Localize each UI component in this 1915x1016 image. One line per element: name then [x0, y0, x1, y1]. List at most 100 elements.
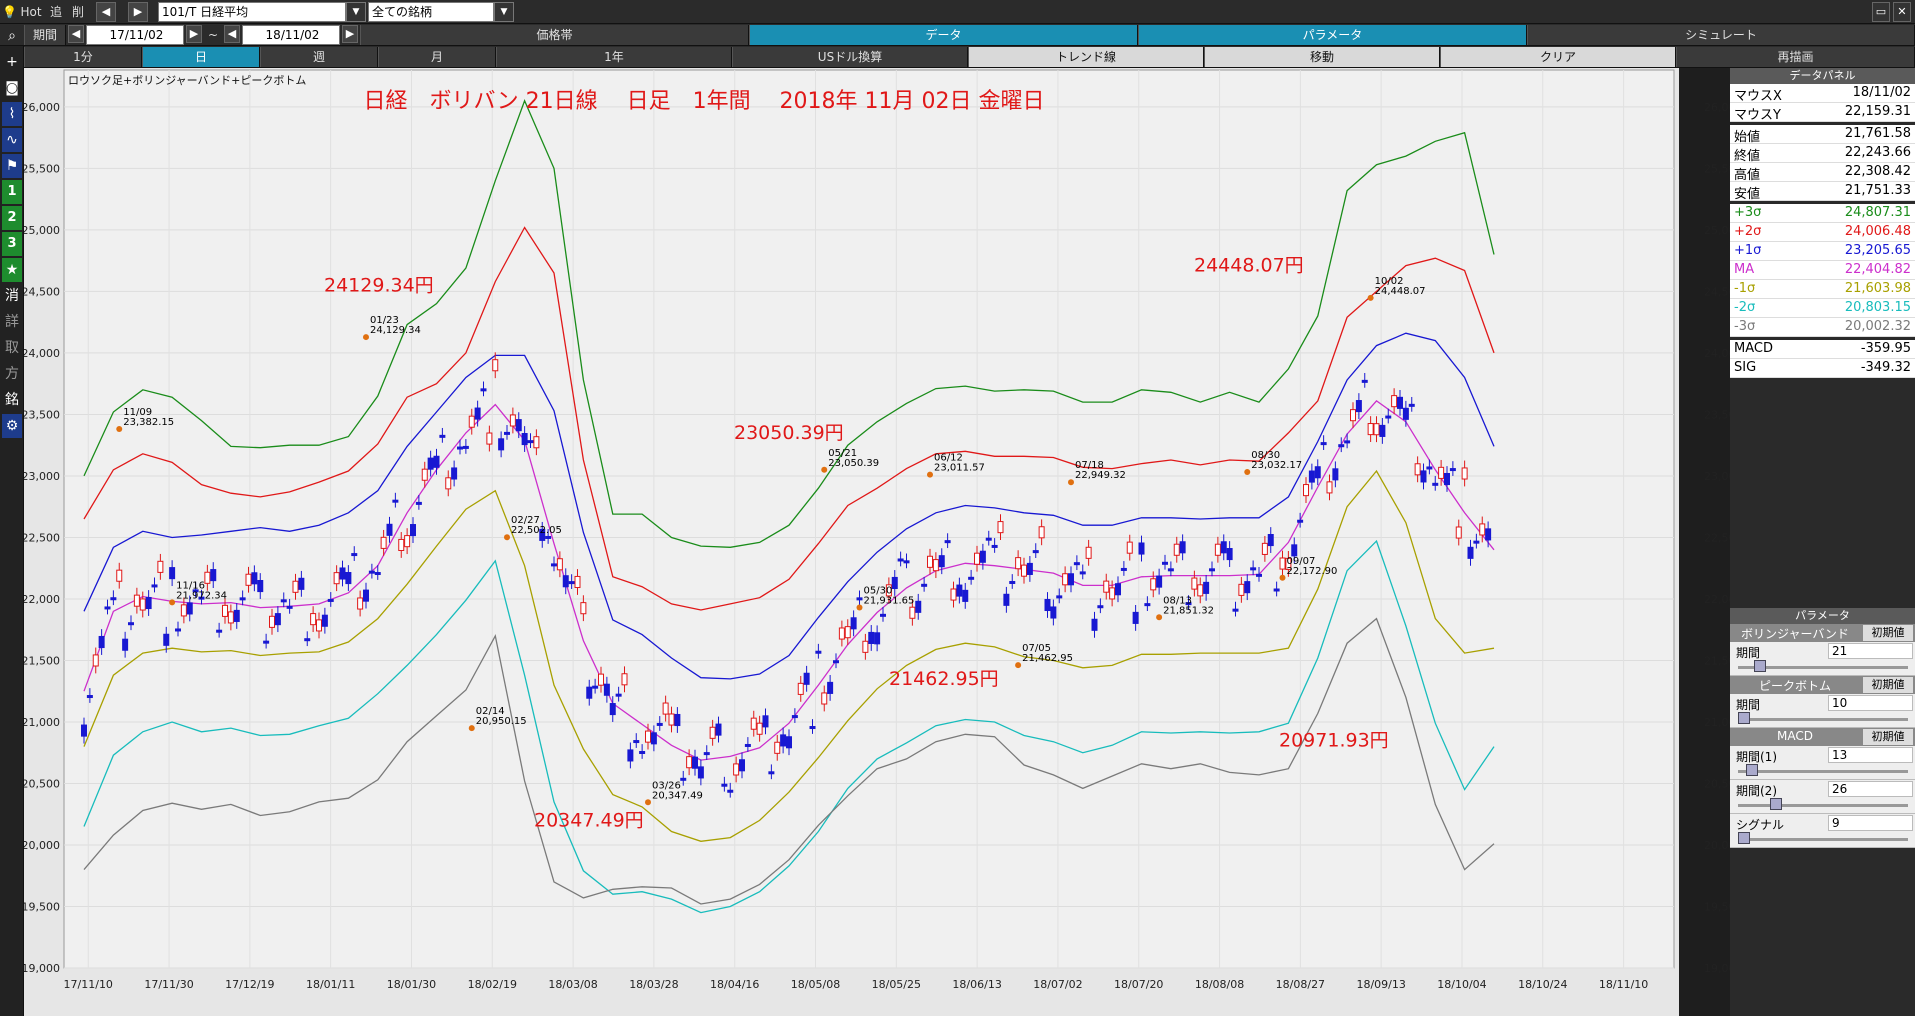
date-to-prev-icon[interactable]: ◀ — [224, 25, 240, 43]
minimize-icon[interactable]: ▭ — [1872, 2, 1890, 22]
candle-body — [1132, 611, 1139, 624]
param-slider-knob[interactable] — [1753, 660, 1766, 672]
camera-icon[interactable]: ◙ — [5, 80, 19, 96]
candle-body — [662, 702, 669, 715]
param-slider-track[interactable] — [1738, 666, 1908, 669]
param-value-field[interactable]: 10 — [1828, 695, 1913, 711]
symbol-field[interactable]: 101/T 日経平均 — [158, 2, 346, 22]
search-icon[interactable]: ⌕ — [8, 28, 16, 44]
candle-body — [1103, 580, 1110, 593]
peak-date-label: 08/30 — [1251, 450, 1280, 461]
trendline-button[interactable]: トレンド線 — [968, 47, 1204, 67]
date-to-field[interactable]: 18/11/02 — [242, 25, 340, 45]
candle-body — [404, 535, 411, 548]
param-slider-knob[interactable] — [1745, 764, 1758, 776]
candle-body — [903, 560, 910, 564]
data-row-value: 22,243.66 — [1844, 145, 1911, 160]
tab-data[interactable]: データ — [749, 25, 1138, 45]
universe-select[interactable]: 全ての銘柄 — [368, 2, 494, 22]
preset-3-button[interactable]: 3 — [2, 232, 22, 256]
data-row-ohlc-3: 安値 21,751.33 — [1730, 182, 1915, 202]
candle-body — [786, 736, 792, 749]
param-slider-knob[interactable] — [1738, 712, 1750, 724]
interval-month[interactable]: 月 — [378, 47, 496, 67]
move-button[interactable]: 移動 — [1204, 47, 1440, 67]
param-slider-track[interactable] — [1738, 804, 1908, 807]
y-tick-label-right: 25,500 — [1704, 162, 1730, 175]
date-to-next-icon[interactable]: ▶ — [342, 25, 358, 43]
candle-body — [774, 741, 781, 754]
candle-body — [1185, 602, 1192, 606]
candle-body — [128, 622, 134, 626]
candle-body — [539, 528, 546, 541]
interval-day[interactable]: 日 — [142, 47, 260, 67]
reset-button[interactable]: 初期値 — [1863, 729, 1913, 745]
flag-icon[interactable]: ⚑ — [2, 154, 22, 178]
delete-button[interactable]: 削 — [71, 5, 84, 19]
candle-body — [1367, 423, 1374, 436]
data-row-band-1: +2σ 24,006.48 — [1730, 223, 1915, 242]
next-arrow-icon[interactable]: ▶ — [128, 2, 148, 22]
usd-convert-button[interactable]: USドル換算 — [732, 47, 968, 67]
universe-dropdown-icon[interactable]: ▼ — [494, 2, 514, 22]
interval-1min[interactable]: 1分 — [24, 47, 142, 67]
y-tick-label-left: 25,000 — [24, 224, 60, 237]
candle-body — [204, 571, 211, 584]
preset-2-button[interactable]: 2 — [2, 206, 22, 230]
hot-button[interactable]: Hot — [20, 5, 42, 19]
tab-simulate[interactable]: シミュレート — [1527, 25, 1915, 45]
prev-arrow-icon[interactable]: ◀ — [96, 2, 116, 22]
tab-price-band[interactable]: 価格帯 — [360, 25, 749, 45]
data-row-macd-0: MACD -359.95 — [1730, 340, 1915, 359]
date-from-prev-icon[interactable]: ◀ — [68, 25, 84, 43]
data-row-label: -2σ — [1734, 300, 1756, 315]
bulb-icon[interactable]: 💡 — [2, 5, 17, 19]
x-tick-label: 17/11/30 — [144, 978, 193, 991]
redraw-button[interactable]: 再描画 — [1676, 47, 1915, 67]
param-slider-track[interactable] — [1738, 718, 1908, 721]
crosshair-icon[interactable]: + — [6, 54, 18, 70]
date-from-field[interactable]: 17/11/02 — [86, 25, 184, 45]
add-button[interactable]: 追 — [49, 5, 62, 19]
x-tick-label: 18/10/24 — [1518, 978, 1567, 991]
param-value-field[interactable]: 26 — [1828, 781, 1913, 797]
symbol-dropdown-icon[interactable]: ▼ — [346, 2, 366, 22]
reset-button[interactable]: 初期値 — [1863, 625, 1913, 641]
indicator-icon[interactable]: ∿ — [2, 128, 22, 152]
chart-icon[interactable]: ⌇ — [2, 102, 22, 126]
candle-body — [110, 597, 117, 601]
fetch-button[interactable]: 取 — [5, 340, 19, 356]
tab-parameter[interactable]: パラメータ — [1138, 25, 1527, 45]
candle-body — [433, 455, 440, 468]
candle-body — [1444, 472, 1450, 486]
erase-button[interactable]: 消 — [5, 288, 19, 304]
date-from-next-icon[interactable]: ▶ — [186, 25, 202, 43]
param-value-field[interactable]: 9 — [1828, 815, 1913, 831]
symbol-button[interactable]: 銘 — [5, 392, 19, 408]
param-value-field[interactable]: 21 — [1828, 643, 1913, 659]
reset-button[interactable]: 初期値 — [1863, 677, 1913, 693]
candle-body — [709, 726, 716, 739]
param-slider-track[interactable] — [1738, 770, 1908, 773]
peak-date-label: 02/14 — [476, 706, 505, 717]
big-peak-label: 20971.93円 — [1279, 730, 1389, 752]
param-slider-track[interactable] — [1738, 838, 1908, 841]
direction-button[interactable]: 方 — [5, 366, 19, 382]
gear-icon[interactable]: ⚙ — [2, 414, 22, 438]
range-1year[interactable]: 1年 — [496, 47, 732, 67]
bollinger-chart[interactable]: 19,000 19,000 19,500 19,500 20,000 20,000 20,5… — [22, 68, 1743, 1016]
candle-body — [1162, 561, 1168, 565]
candle-body — [257, 580, 264, 593]
chart-area[interactable]: 19,000 19,000 19,500 19,500 20,000 20,000 20,5… — [22, 68, 1743, 1016]
candle-body — [739, 759, 745, 772]
clear-button[interactable]: クリア — [1440, 47, 1676, 67]
interval-week[interactable]: 週 — [260, 47, 378, 67]
param-slider-knob[interactable] — [1769, 798, 1782, 810]
param-value-field[interactable]: 13 — [1828, 747, 1913, 763]
detail-button[interactable]: 詳 — [5, 314, 19, 330]
star-icon[interactable]: ★ — [2, 258, 22, 282]
close-icon[interactable]: ✕ — [1893, 2, 1911, 22]
preset-1-button[interactable]: 1 — [2, 180, 22, 204]
param-slider-knob[interactable] — [1738, 832, 1750, 844]
